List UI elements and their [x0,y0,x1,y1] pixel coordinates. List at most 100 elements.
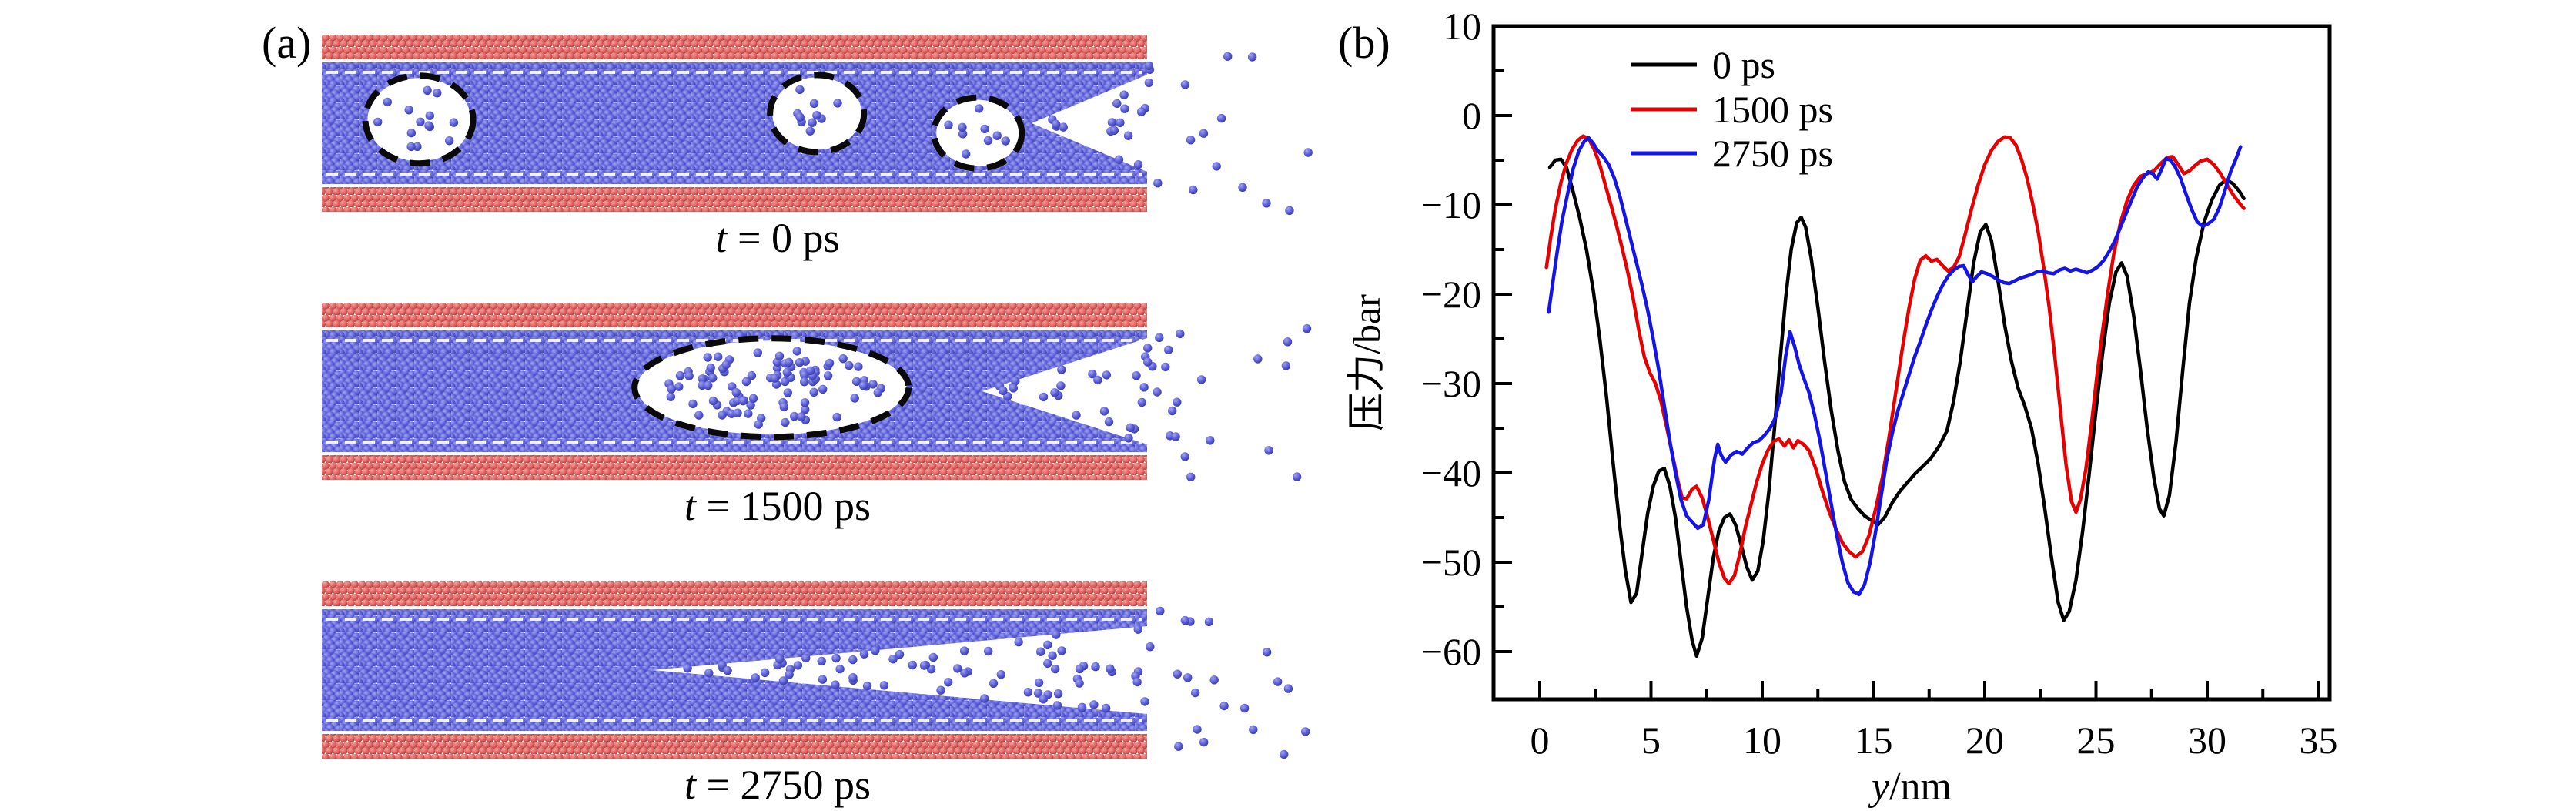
fluid-particle [1143,344,1153,353]
fluid-particle [754,420,763,429]
fluid-particle [406,142,416,152]
y-axis-label: 压力/bar [1345,294,1388,431]
y-tick-label: −40 [1421,451,1481,494]
fluid-particle [879,681,889,690]
fluid-particle [944,678,953,687]
fluid-particle [1176,329,1185,339]
fluid-particle [753,348,762,357]
fluid-particle [808,118,817,127]
fluid-particle [718,660,727,670]
fluid-particle [838,354,848,364]
plot-box [1491,24,2332,702]
fluid-particle [848,655,858,665]
fluid-particle [1280,749,1289,759]
fluid-particle [818,384,828,394]
fluid-particle [704,669,714,678]
fluid-particle [1136,107,1146,116]
fluid-particle [1034,678,1044,687]
fluid-particle [848,673,858,682]
simulation-panel: t = 0 ps t = 1500 ps t = 2750 ps [322,35,1313,808]
y-tick-label: −20 [1421,273,1481,316]
fluid-particle [785,670,794,679]
wall-top [322,303,1147,327]
fluid-particle [1075,664,1085,674]
fluid-particle [1119,90,1129,99]
fluid-particle [1193,725,1202,734]
fluid-particle [975,104,984,113]
fluid-particle [1212,162,1221,171]
fluid-particle [721,360,731,370]
fluid-particle [774,351,785,360]
fluid-particle [797,412,806,421]
x-tick-label: 15 [1855,719,1893,762]
wall-top [322,35,1147,59]
x-tick-label: 5 [1641,719,1661,762]
fluid-particle [1043,640,1052,649]
fluid-particle [871,646,880,655]
fluid-particle [980,124,989,134]
fluid-particle [1174,742,1183,751]
fluid-particle [751,673,760,682]
fluid-particle [704,380,713,390]
fluid-particle [1033,689,1043,698]
fluid-particle [708,374,718,383]
fluid-particle [835,664,845,674]
fluid-particle [667,384,676,394]
fluid-particle [960,669,969,678]
fluid-particle [983,136,993,146]
fluid-particle [731,388,741,397]
fluid-particle [1072,411,1081,420]
snapshot-t2750: t = 2750 ps [322,581,1310,808]
fluid-particle [738,396,748,406]
series-line-0-ps [1547,157,2246,659]
fluid-particle [953,664,962,673]
fluid-particle [1137,397,1147,407]
fluid-particle [1123,131,1133,140]
fluid-particle [845,360,854,370]
fluid-particle [783,388,792,397]
fluid-particle [1247,52,1257,62]
fluid-particle [1039,392,1049,402]
fluid-particle [1132,677,1142,687]
fluid-particle [1126,423,1136,432]
fluid-particle [723,665,732,675]
fluid-particle [416,117,425,126]
wall-bottom [322,187,1147,212]
vapor-wedge [651,626,1147,714]
fluid-particle [795,85,805,95]
fluid-particle [424,121,433,130]
wall-bottom [322,455,1147,480]
series-line-2750-ps [1547,136,2243,597]
fluid-particle [747,370,757,380]
fluid-particle [833,99,842,108]
fluid-particle [859,649,869,659]
fluid-particle [1132,371,1141,380]
fluid-particle [1223,52,1233,61]
x-tick-label: 0 [1531,719,1550,762]
fluid-particle [809,99,819,109]
fluid-particle [404,106,413,115]
fluid-particle [1285,206,1294,216]
fluid-particle [684,371,694,380]
fluid-particle [928,652,938,662]
fluid-particle [1180,615,1190,625]
vapor-wedge [1031,75,1147,172]
fluid-particle [760,668,770,677]
fluid-particle [782,367,791,377]
fluid-particle [1114,155,1124,164]
fluid-particle [1171,432,1180,441]
fluid-particle [406,128,416,138]
fluid-particle [1173,669,1183,679]
fluid-particle [944,120,953,129]
fluid-particle [1140,697,1149,706]
fluid-particle [1075,679,1084,688]
fluid-particle [1077,703,1087,712]
fluid-particle [1153,387,1162,397]
fluid-particle [806,366,815,375]
fluid-particle [868,380,878,389]
fluid-particle [1219,701,1229,711]
fluid-particle [800,398,810,407]
fluid-particle [984,646,993,656]
